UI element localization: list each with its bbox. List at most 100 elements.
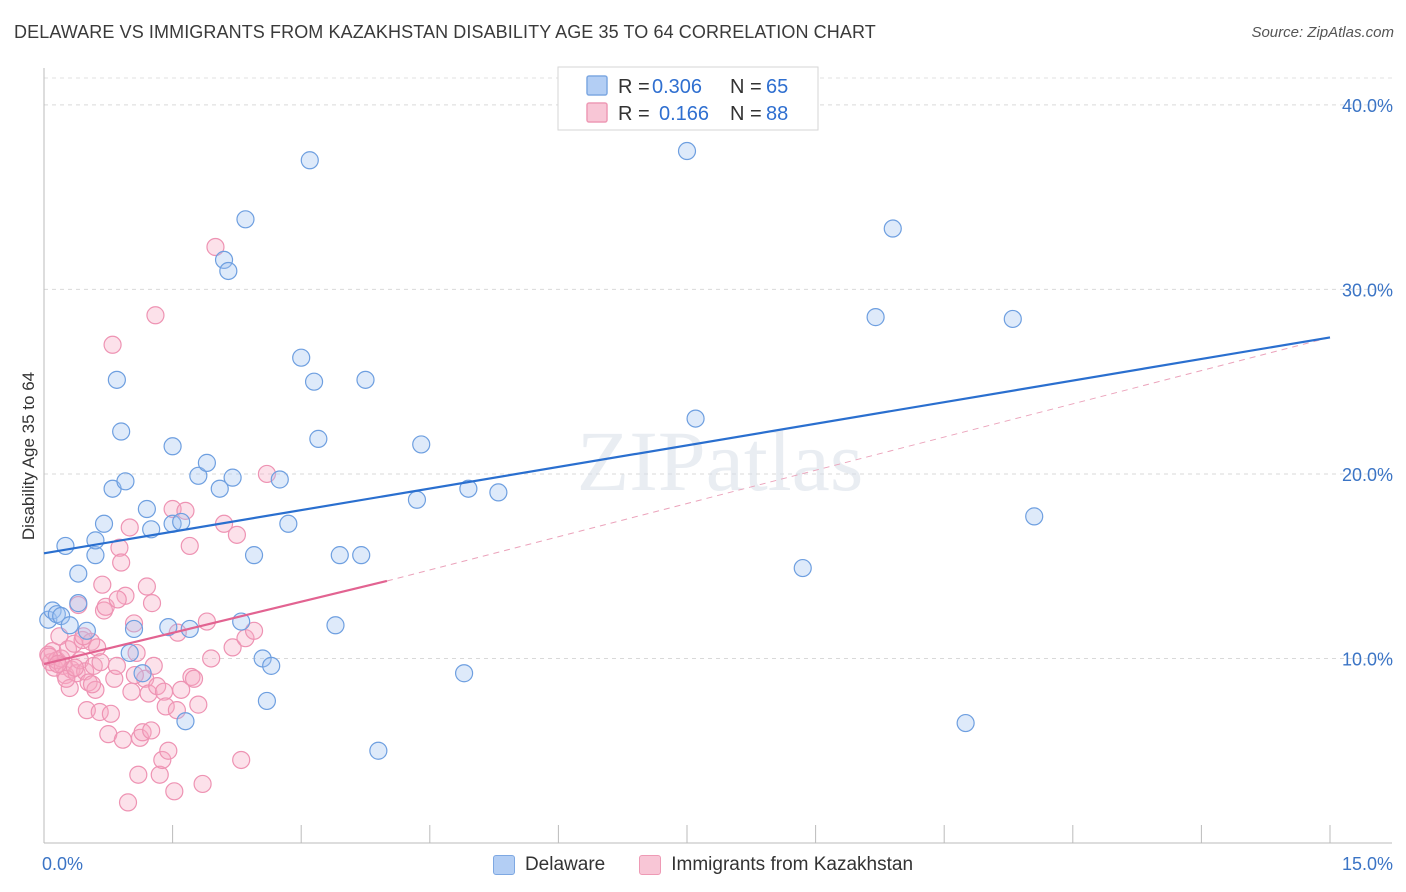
point-delaware	[197, 453, 216, 472]
point-kazakhstan	[118, 793, 138, 812]
point-kazakhstan	[180, 536, 199, 556]
point-delaware	[369, 741, 388, 760]
point-kazakhstan	[101, 704, 120, 723]
point-delaware	[137, 499, 156, 519]
point-kazakhstan	[74, 627, 93, 646]
point-delaware	[352, 546, 371, 565]
point-delaware	[489, 483, 508, 502]
stats-legend-swatch-delaware	[586, 75, 608, 96]
legend-label-kazakhstan: Immigrants from Kazakhstan	[671, 854, 914, 875]
point-kazakhstan	[90, 702, 109, 722]
point-delaware	[459, 479, 478, 498]
stats-r-label-kazakhstan: R =	[618, 103, 650, 125]
point-delaware	[866, 308, 885, 327]
stats-r-value-kazakhstan: 0.166	[659, 103, 709, 125]
point-kazakhstan	[232, 750, 251, 770]
stats-n-label-kazakhstan: N =	[730, 103, 762, 125]
legend-label-delaware: Delaware	[524, 854, 606, 875]
point-kazakhstan	[142, 721, 161, 740]
point-kazakhstan	[110, 538, 129, 557]
y-tick-label: 20.0%	[1342, 465, 1393, 485]
point-delaware	[210, 479, 229, 498]
point-delaware	[176, 712, 195, 731]
point-delaware	[244, 546, 264, 565]
point-delaware	[304, 372, 324, 391]
point-delaware	[412, 435, 431, 454]
y-tick-label: 10.0%	[1342, 649, 1393, 669]
point-kazakhstan	[184, 669, 204, 688]
trend-layer	[386, 336, 1331, 582]
grid-layer	[44, 77, 1392, 659]
point-kazakhstan	[156, 697, 175, 716]
point-kazakhstan	[159, 741, 178, 760]
point-kazakhstan	[103, 335, 122, 354]
point-delaware	[677, 141, 697, 161]
point-delaware	[69, 594, 88, 613]
stats-n-value-delaware: 65	[766, 76, 788, 98]
point-delaware	[77, 621, 96, 640]
chart-title: DELAWARE VS IMMIGRANTS FROM KAZAKHSTAN D…	[14, 22, 876, 42]
point-delaware	[116, 472, 135, 491]
point-kazakhstan	[182, 667, 201, 687]
x-tick-label: 0.0%	[42, 854, 83, 874]
point-kazakhstan	[113, 730, 132, 749]
point-delaware	[172, 512, 191, 532]
point-delaware	[793, 558, 812, 578]
trend-line-delaware	[43, 336, 1331, 555]
point-kazakhstan	[112, 553, 131, 572]
y-tick-label: 30.0%	[1342, 280, 1393, 300]
stats-legend: R = 0.306 N = 65 R = 0.166 N = 88	[557, 66, 819, 131]
legend-swatch-kazakhstan	[639, 855, 662, 875]
point-delaware	[107, 370, 126, 389]
point-delaware	[56, 536, 75, 556]
point-delaware	[309, 429, 328, 448]
stats-n-value-kazakhstan: 88	[766, 103, 788, 125]
stats-r-value-delaware: 0.306	[652, 76, 702, 98]
point-kazakhstan	[48, 654, 67, 674]
point-delaware	[262, 656, 281, 675]
point-kazakhstan	[144, 656, 163, 675]
point-delaware	[189, 466, 208, 485]
point-delaware	[214, 250, 234, 270]
point-delaware	[219, 261, 238, 281]
point-delaware	[956, 713, 975, 733]
point-kazakhstan	[244, 621, 264, 640]
point-kazakhstan	[65, 658, 84, 677]
legend-item-kazakhstan[interactable]: Immigrants from Kazakhstan	[639, 854, 913, 876]
point-kazakhstan	[82, 675, 102, 694]
point-kazakhstan	[172, 680, 191, 699]
point-kazakhstan	[206, 237, 225, 257]
point-delaware	[257, 691, 277, 711]
legend-item-delaware[interactable]: Delaware	[492, 854, 606, 876]
legend-swatch-delaware	[492, 855, 515, 875]
point-kazakhstan	[165, 782, 184, 801]
point-kazakhstan	[127, 643, 146, 663]
point-kazakhstan	[108, 590, 127, 609]
source-label: Source: ZipAtlas.com	[1251, 24, 1394, 41]
axis-layer: 10.0% 20.0% 30.0% 40.0% 0.0% 15.0%	[42, 68, 1393, 874]
point-kazakhstan	[202, 649, 221, 668]
x-tick-label: 15.0%	[1342, 854, 1393, 874]
points-layer	[39, 141, 1331, 812]
point-delaware	[279, 514, 298, 533]
point-delaware	[356, 370, 375, 389]
point-delaware	[159, 618, 178, 637]
point-kazakhstan	[120, 518, 139, 537]
point-delaware	[686, 409, 705, 428]
point-delaware	[236, 210, 255, 229]
point-kazakhstan	[124, 614, 144, 633]
point-kazakhstan	[146, 306, 165, 325]
y-axis-label: Disability Age 35 to 64	[19, 372, 38, 540]
point-delaware	[69, 564, 88, 583]
point-kazakhstan	[107, 656, 126, 675]
point-delaware	[60, 616, 79, 635]
trend-line-kazakhstan-extension	[386, 336, 1331, 582]
point-kazakhstan	[142, 594, 162, 613]
point-delaware	[223, 468, 242, 487]
point-kazakhstan	[122, 682, 141, 701]
point-delaware	[112, 422, 131, 441]
point-delaware	[94, 514, 114, 533]
point-delaware	[1003, 309, 1022, 329]
point-kazakhstan	[137, 577, 156, 596]
point-kazakhstan	[197, 612, 216, 631]
